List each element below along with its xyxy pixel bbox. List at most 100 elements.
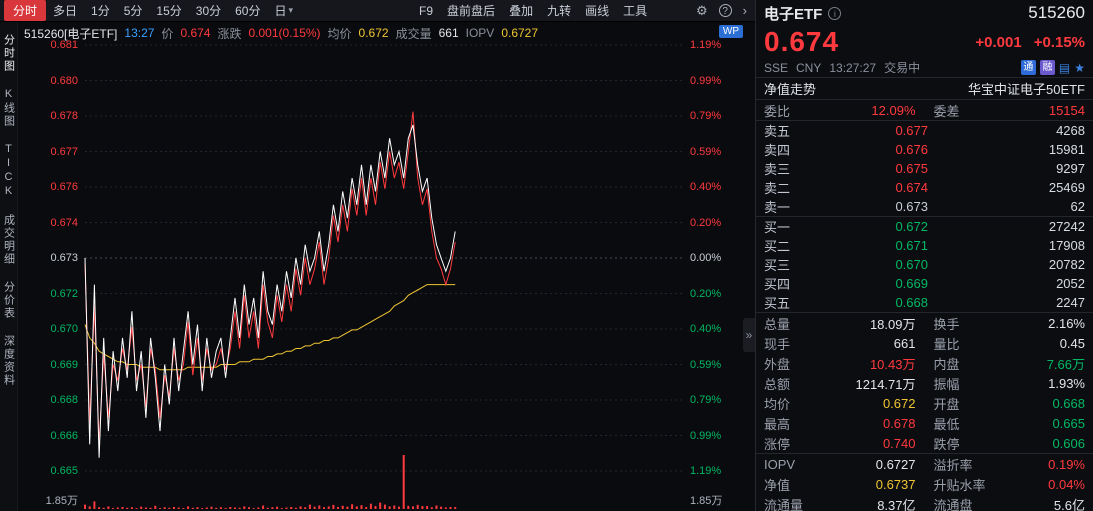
buy-3-row[interactable]: 买三 0.670 20782 xyxy=(764,255,1085,274)
info-icon[interactable]: i xyxy=(828,6,842,20)
sidebar-item-timeshare-chart[interactable]: 分时图 xyxy=(2,34,15,73)
limit-up-value: 0.740 xyxy=(882,435,916,451)
chart-info-part: 均价 xyxy=(327,26,352,41)
premium-rate-value: 0.19% xyxy=(1048,456,1085,472)
turnover-rate-label: 换手 xyxy=(933,316,960,332)
exchange-label: SSE xyxy=(764,60,789,75)
current-volume-cell: 现手 661 xyxy=(764,334,916,353)
percent-axis-label: 0.59% xyxy=(690,145,722,158)
sell-5-label: 卖五 xyxy=(764,124,791,139)
toolbar-item-daily[interactable]: 日 ▾ xyxy=(274,4,294,18)
toolbar-item-5min[interactable]: 5分 xyxy=(123,4,143,18)
nav-label: 净值 xyxy=(764,477,791,493)
star-icon[interactable]: ★ xyxy=(1074,60,1085,75)
chevron-down-icon: ▾ xyxy=(288,5,294,15)
stats-primary: 总量 18.09万 换手 2.16% 现手 661 量比 0.45 外盘 10.43万 内盘 7.66… xyxy=(764,313,1085,453)
sidebar-item-depth-info[interactable]: 深度资料 xyxy=(2,335,15,387)
limit-down-value: 0.606 xyxy=(1052,435,1085,451)
timeshare-chart[interactable] xyxy=(18,22,755,511)
help-icon[interactable]: ? xyxy=(718,4,732,17)
premium-discount-rate-cell: 升贴水率 0.04% xyxy=(934,475,1086,494)
total-amount-label: 总额 xyxy=(764,376,791,392)
toolbar-item-overlay[interactable]: 叠加 xyxy=(509,4,534,18)
toolbar-item-tools[interactable]: 工具 xyxy=(623,4,648,18)
chart-info-part: IOPV xyxy=(465,26,495,40)
toolbar-item-pre-post-market[interactable]: 盘前盘后 xyxy=(447,4,496,18)
inner-volume-label: 内盘 xyxy=(933,356,960,372)
sell-4-row[interactable]: 卖四 0.676 15981 xyxy=(764,140,1085,159)
sidebar-item-tick[interactable]: TICK xyxy=(2,143,15,199)
weicha-cell: 委差 15154 xyxy=(934,101,1086,120)
sell-2-price: 0.674 xyxy=(895,180,928,195)
divider xyxy=(756,99,1093,100)
price-axis-label: 0.678 xyxy=(50,110,78,122)
volume-axis-label-right: 1.85万 xyxy=(690,495,723,507)
sell-2-row[interactable]: 卖二 0.674 25469 xyxy=(764,178,1085,197)
sidebar-item-kline-chart[interactable]: K线图 xyxy=(2,88,15,128)
premium-rate-label: 溢折率 xyxy=(933,457,973,473)
chart-info-part: 661 xyxy=(438,26,459,40)
limit-down-label: 跌停 xyxy=(933,436,960,452)
sell-2-volume: 25469 xyxy=(1048,180,1085,195)
currency-label: CNY xyxy=(796,60,822,75)
sidebar-item-price-distribution[interactable]: 分价表 xyxy=(2,281,15,320)
toolbar-item-nine-turn[interactable]: 九转 xyxy=(547,4,572,18)
toolbar-item-1min[interactable]: 1分 xyxy=(91,4,110,18)
turnover-rate-cell: 换手 2.16% xyxy=(934,314,1086,333)
iopv-value: 0.6727 xyxy=(875,456,916,472)
nav-value: 0.6737 xyxy=(875,476,916,492)
settings-icon[interactable]: ⚙ xyxy=(696,2,708,18)
amplitude-label: 振幅 xyxy=(933,376,960,392)
buy-2-row[interactable]: 买二 0.671 17908 xyxy=(764,236,1085,255)
price-axis-label: 0.669 xyxy=(50,358,78,371)
price-row: 0.674 +0.001 +0.15% xyxy=(764,26,1085,58)
buy-1-row[interactable]: 买一 0.672 27242 xyxy=(764,217,1085,236)
rong-badge[interactable]: 融 xyxy=(1039,60,1055,75)
toolbar-item-draw-line[interactable]: 画线 xyxy=(585,4,610,18)
current-volume-value: 661 xyxy=(893,335,916,351)
instrument-header: 电子ETF i 515260 xyxy=(764,0,1085,26)
wp-badge[interactable]: WP xyxy=(718,25,743,38)
iopv-cell: IOPV 0.6727 xyxy=(764,457,916,472)
instrument-name: 电子ETF xyxy=(764,5,823,23)
toolbar-item-60min[interactable]: 60分 xyxy=(235,4,261,18)
sell-1-row[interactable]: 卖一 0.673 62 xyxy=(764,197,1085,216)
outer-volume-label: 外盘 xyxy=(764,356,791,372)
price-axis-label: 0.665 xyxy=(50,465,78,477)
limit-down-cell: 跌停 0.606 xyxy=(934,434,1086,453)
toolbar-item-multi-day[interactable]: 多日 xyxy=(53,4,78,18)
percent-axis-label: 0.40% xyxy=(690,323,722,335)
toolbar-item-timeshare[interactable]: 分时 xyxy=(4,0,47,21)
toolbar-item-f9[interactable]: F9 xyxy=(419,3,434,18)
percent-axis-label: 0.99% xyxy=(690,74,722,87)
doc-icon[interactable]: ▤ xyxy=(1058,60,1071,75)
stats-row: 外盘 10.43万 内盘 7.66万 xyxy=(764,353,1085,373)
chart-info-part: 0.674 xyxy=(180,26,211,40)
buy-2-label: 买二 xyxy=(764,239,791,254)
buy-4-row[interactable]: 买四 0.669 2052 xyxy=(764,274,1085,293)
divider xyxy=(756,312,1093,313)
toolbar-item-30min[interactable]: 30分 xyxy=(195,4,222,18)
sell-3-row[interactable]: 卖三 0.675 9297 xyxy=(764,159,1085,178)
nav-trend-link[interactable]: 净值走势 xyxy=(764,82,817,97)
trading-status: 交易中 xyxy=(884,61,921,75)
buy-1-volume: 27242 xyxy=(1048,219,1085,234)
chart-info-part: 涨跌 xyxy=(217,26,242,41)
sell-5-price: 0.677 xyxy=(895,123,928,138)
weibi-value: 12.09% xyxy=(871,102,916,118)
more-icon[interactable]: › xyxy=(742,3,747,18)
price-change-group: +0.001 +0.15% xyxy=(975,34,1085,51)
left-sidebar: 分时图 K线图 TICK 成交明细分价表深度资料 xyxy=(0,22,18,511)
total-volume-label: 总量 xyxy=(764,316,791,332)
toolbar-item-15min[interactable]: 15分 xyxy=(156,4,182,18)
sidebar-item-trade-detail[interactable]: 成交明细 xyxy=(2,214,15,266)
sell-2-label: 卖二 xyxy=(764,181,791,196)
sell-5-row[interactable]: 卖五 0.677 4268 xyxy=(764,121,1085,140)
buy-2-volume: 17908 xyxy=(1048,238,1085,253)
sell-orders: 卖五 0.677 4268 卖四 0.676 15981 卖三 0.675 9297 卖二 0.67… xyxy=(764,121,1085,216)
tong-badge[interactable]: 通 xyxy=(1020,60,1036,75)
sell-1-price: 0.673 xyxy=(895,199,928,214)
buy-5-row[interactable]: 买五 0.668 2247 xyxy=(764,293,1085,312)
collapse-panel-handle[interactable]: » xyxy=(743,318,755,352)
price-axis-label: 0.672 xyxy=(50,287,78,300)
